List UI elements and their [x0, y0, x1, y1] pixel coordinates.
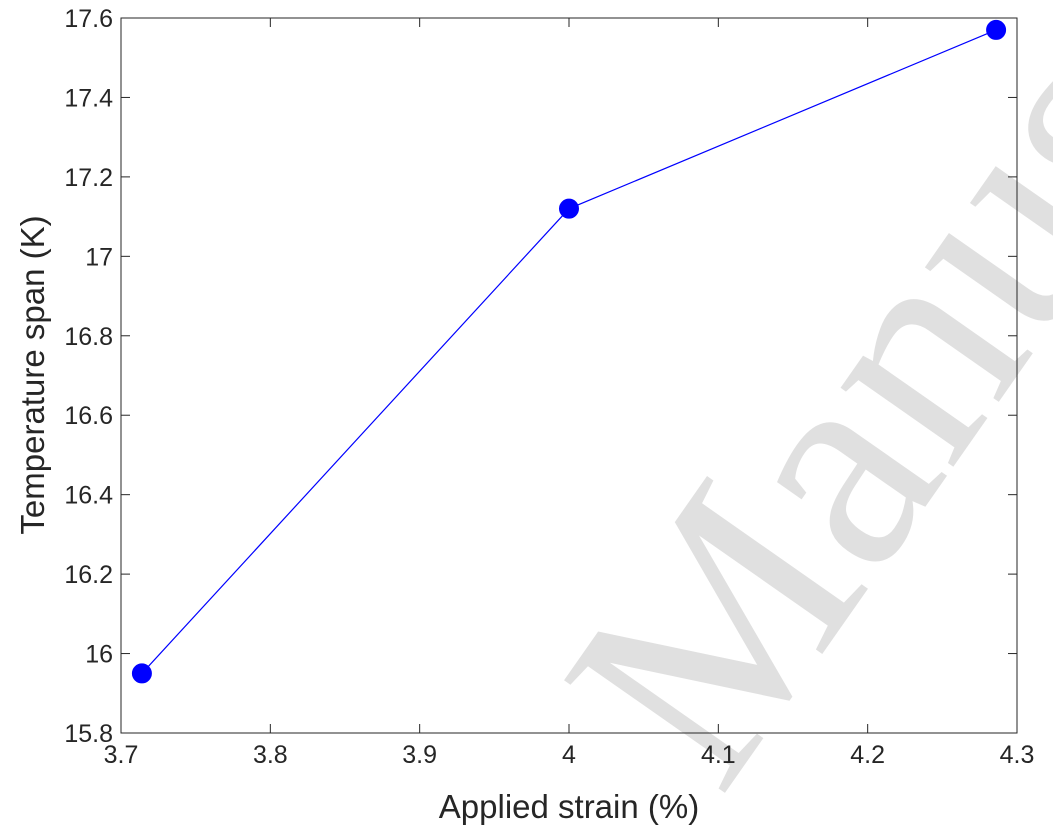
y-axis: 15.8 16 16.2 16.4 16.6 16.8 17 17.2 17.4 17.6 — [64, 5, 1017, 748]
watermark: Manuscript — [501, 0, 1053, 831]
y-tick-label: 16.2 — [64, 561, 113, 589]
y-tick-label: 16.6 — [64, 402, 113, 430]
data-point — [559, 198, 579, 219]
x-tick-label: 4 — [562, 741, 576, 769]
y-tick-label: 17.4 — [64, 84, 113, 112]
x-tick-label: 3.7 — [104, 741, 139, 769]
y-tick-label: 16.4 — [64, 482, 113, 510]
x-tick-label: 4.2 — [850, 741, 885, 769]
y-tick-label: 17 — [85, 243, 113, 271]
data-point — [131, 663, 152, 684]
data-point — [986, 19, 1007, 40]
y-tick-label: 17.2 — [64, 164, 113, 192]
x-axis: 3.7 3.8 3.9 4 4.1 4.2 4.3 — [104, 18, 1035, 769]
y-tick-label: 17.6 — [64, 5, 113, 33]
watermark-text: Manuscript — [501, 0, 1053, 831]
x-tick-label: 3.8 — [253, 741, 288, 769]
x-tick-label: 4.3 — [1000, 741, 1035, 769]
y-tick-label: 16.8 — [64, 323, 113, 351]
series-layer — [131, 19, 1007, 684]
x-axis-label: Applied strain (%) — [439, 788, 699, 825]
y-tick-label: 16 — [85, 641, 113, 669]
y-tick-label: 15.8 — [64, 720, 113, 748]
x-tick-label: 3.9 — [402, 741, 437, 769]
x-tick-label: 4.1 — [701, 741, 736, 769]
y-axis-label: Temperature span (K) — [14, 215, 51, 534]
